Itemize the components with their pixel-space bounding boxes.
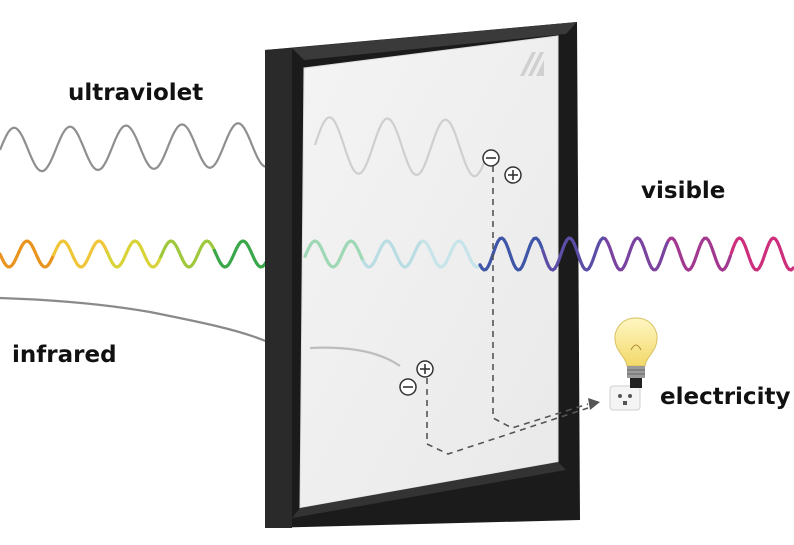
glass-panel [299, 35, 559, 509]
ultraviolet-wave-incoming [0, 122, 269, 173]
minus-terminal-icon [482, 149, 500, 167]
visible-wave-segment-out-2 [604, 236, 670, 272]
visible-wave-outgoing [478, 236, 794, 272]
visible-wave-segment-out-3 [666, 236, 732, 272]
visible-wave-segment-out-0 [478, 236, 544, 272]
power-outlet-icon [609, 385, 641, 411]
visible-wave-segment-out-1 [541, 236, 607, 272]
visible-wave-segment-in-3 [159, 239, 217, 269]
infrared-wave-inside [309, 346, 401, 367]
visible-wave-segment-glass-1 [361, 239, 423, 269]
visible-wave-segment-in-4 [212, 239, 270, 269]
ultraviolet-label: ultraviolet [68, 80, 204, 106]
light-bulb-icon [614, 317, 658, 388]
window-frame [265, 22, 580, 528]
visible-wave-segment-glass-2 [420, 239, 482, 269]
plus-terminal-icon [504, 166, 522, 184]
electricity-label: electricity [660, 384, 791, 410]
circuit-wires [426, 166, 589, 455]
visible-wave-segment-out-4 [729, 236, 794, 272]
wire-arrowhead [588, 398, 600, 410]
infrared-wave-incoming [0, 296, 269, 344]
minus-terminal-icon [399, 378, 417, 396]
visible-wave-segment-in-1 [52, 239, 110, 269]
visible-label: visible [641, 178, 726, 204]
ultraviolet-wave-inside [313, 116, 489, 178]
visible-wave-incoming [0, 239, 270, 269]
solar-window-logo-icon [520, 52, 544, 76]
visible-wave-segment-glass-0 [303, 239, 365, 269]
visible-wave-segment-in-0 [0, 239, 56, 269]
visible-wave-inside [303, 239, 482, 269]
visible-wave-segment-in-2 [105, 239, 163, 269]
plus-terminal-icon [416, 360, 434, 378]
infrared-label: infrared [12, 342, 117, 368]
